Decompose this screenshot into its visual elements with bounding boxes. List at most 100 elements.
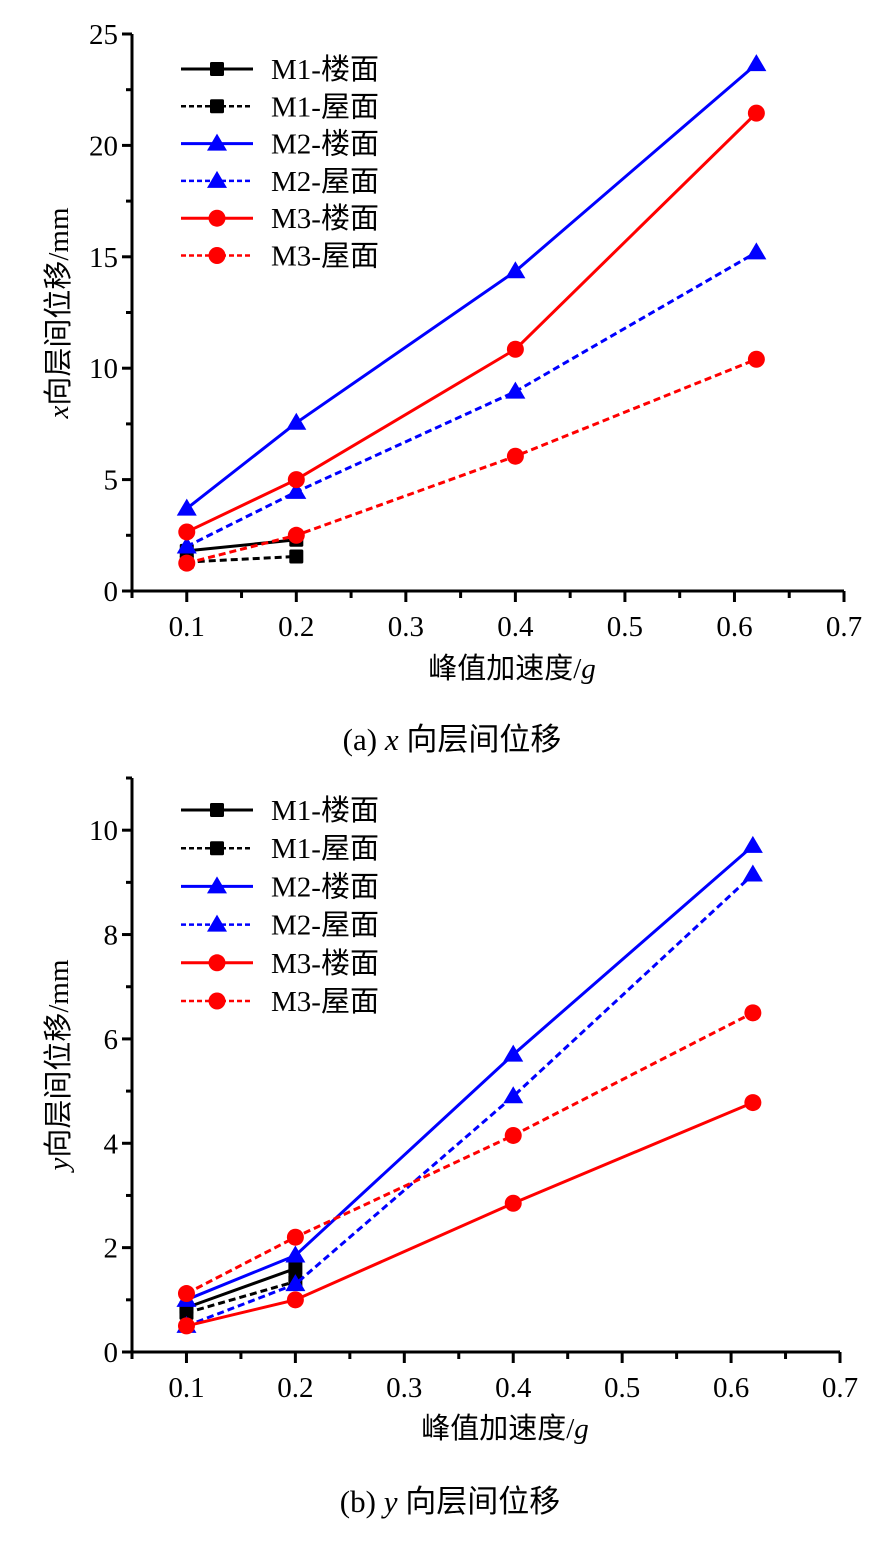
legend-label: M3-楼面 — [271, 947, 379, 980]
data-point — [746, 54, 767, 72]
svg-text:x向层间位移/mm: x向层间位移/mm — [42, 207, 75, 419]
legend-label: M3-楼面 — [271, 202, 379, 235]
y-axis-title-var: y — [43, 1158, 75, 1174]
legend-label: M2-楼面 — [271, 870, 379, 903]
y-tick-label: 10 — [89, 815, 118, 847]
x-axis-title-var: g — [581, 653, 596, 685]
data-point — [506, 447, 524, 465]
legend-label: M3-屋面 — [271, 241, 379, 273]
x-tick-label: 0.5 — [607, 611, 643, 643]
x-axis-title-var: g — [574, 1413, 589, 1445]
x-tick-label: 0.1 — [168, 1372, 204, 1404]
legend: M1-楼面 M1-屋面 M2-楼面 M2-屋面 M3-楼面 M3-屋面 — [181, 794, 379, 1018]
x-axis-title-text: 峰值加速度/ — [428, 652, 582, 685]
axes: 0 5 10 15 20 25 0.1 0.2 0.3 0.4 0.5 0.6 0.7 — [89, 19, 862, 643]
caption: (b) y 向层间位移 — [340, 1484, 560, 1519]
series-line — [185, 1011, 754, 1295]
triangle-marker-icon — [207, 133, 227, 151]
series-M3-屋面 — [178, 350, 765, 572]
x-tick-label: 0.4 — [495, 1372, 532, 1404]
data-point — [176, 536, 197, 554]
circle-marker-icon — [208, 954, 226, 972]
series-M3-楼面 — [178, 104, 765, 541]
y-axis-title-var: x — [43, 406, 75, 420]
data-point — [286, 412, 307, 430]
caption-prefix: (a) — [343, 722, 385, 757]
data-point — [177, 1317, 195, 1335]
circle-marker-icon — [208, 992, 226, 1010]
legend-item: M2-楼面 — [181, 870, 379, 903]
data-point — [505, 381, 526, 399]
data-point — [177, 1285, 195, 1303]
data-point — [746, 242, 767, 260]
legend-label: M1-屋面 — [271, 833, 379, 865]
x-tick-label: 0.6 — [713, 1372, 749, 1404]
triangle-marker-icon — [207, 914, 227, 932]
y-tick-label: 0 — [104, 1337, 119, 1369]
series-line — [185, 844, 754, 1302]
y-tick-label: 5 — [104, 465, 119, 497]
x-tick-label: 0.3 — [388, 611, 424, 643]
caption-var: y — [381, 1484, 398, 1519]
data-point — [747, 104, 765, 122]
x-tick-label: 0.4 — [497, 611, 534, 643]
x-axis-title: 峰值加速度/g — [428, 652, 596, 685]
data-point — [742, 835, 763, 853]
data-point — [179, 1305, 194, 1320]
x-tick-label: 0.3 — [386, 1372, 422, 1404]
square-marker-icon — [210, 62, 224, 76]
legend-label: M2-屋面 — [271, 910, 379, 942]
triangle-marker-icon — [207, 170, 227, 188]
series-M2-屋面 — [176, 864, 763, 1333]
x-tick-label: 0.1 — [169, 611, 205, 643]
data-point — [288, 1261, 303, 1276]
x-tick-label: 0.6 — [716, 611, 752, 643]
y-tick-label: 20 — [89, 130, 118, 162]
data-point — [744, 1004, 762, 1022]
y-axis-title-text: 向层间位移/mm — [42, 959, 75, 1158]
data-point — [744, 1094, 762, 1112]
circle-marker-icon — [208, 209, 226, 227]
series-line — [186, 554, 297, 564]
series-line — [186, 357, 757, 565]
series-layer — [176, 54, 767, 572]
caption-rest: 向层间位移 — [399, 722, 562, 757]
legend-label: M1-屋面 — [271, 91, 379, 123]
data-point — [503, 1044, 524, 1062]
series-M2-楼面 — [176, 54, 767, 516]
legend-label: M1-楼面 — [271, 794, 379, 827]
series-M1-楼面 — [179, 532, 304, 558]
data-point — [506, 340, 524, 358]
series-layer — [176, 835, 763, 1335]
axes: 0 2 4 6 8 10 0.1 0.2 0.3 0.4 0.5 0.6 0.7 — [89, 776, 858, 1404]
circle-marker-icon — [208, 247, 226, 264]
legend-item: M2-屋面 — [181, 166, 379, 198]
data-point — [285, 1274, 306, 1292]
x-tick-label: 0.2 — [278, 611, 314, 643]
data-point — [287, 471, 305, 489]
data-point — [503, 1086, 524, 1104]
y-tick-label: 8 — [104, 920, 119, 952]
triangle-marker-icon — [207, 876, 227, 894]
series-M2-屋面 — [176, 242, 767, 554]
y-axis-title: x向层间位移/mm — [42, 207, 75, 419]
data-point — [178, 554, 196, 572]
y-tick-label: 2 — [104, 1233, 119, 1265]
legend-item: M3-楼面 — [181, 947, 379, 980]
y-tick-label: 0 — [104, 576, 119, 608]
series-line — [186, 112, 758, 534]
x-axis-title-text: 峰值加速度/ — [421, 1412, 575, 1445]
y-tick-label: 25 — [89, 19, 118, 51]
legend-item: M3-楼面 — [181, 202, 379, 235]
series-M3-楼面 — [177, 1094, 762, 1335]
data-point — [285, 1245, 306, 1263]
legend-item: M2-楼面 — [181, 128, 379, 161]
x-axis-title: 峰值加速度/g — [421, 1412, 589, 1445]
y-tick-label: 10 — [89, 353, 118, 385]
square-marker-icon — [210, 803, 224, 817]
caption-var: x — [384, 722, 399, 757]
legend-item: M1-楼面 — [181, 53, 379, 86]
series-M3-屋面 — [177, 1004, 762, 1303]
